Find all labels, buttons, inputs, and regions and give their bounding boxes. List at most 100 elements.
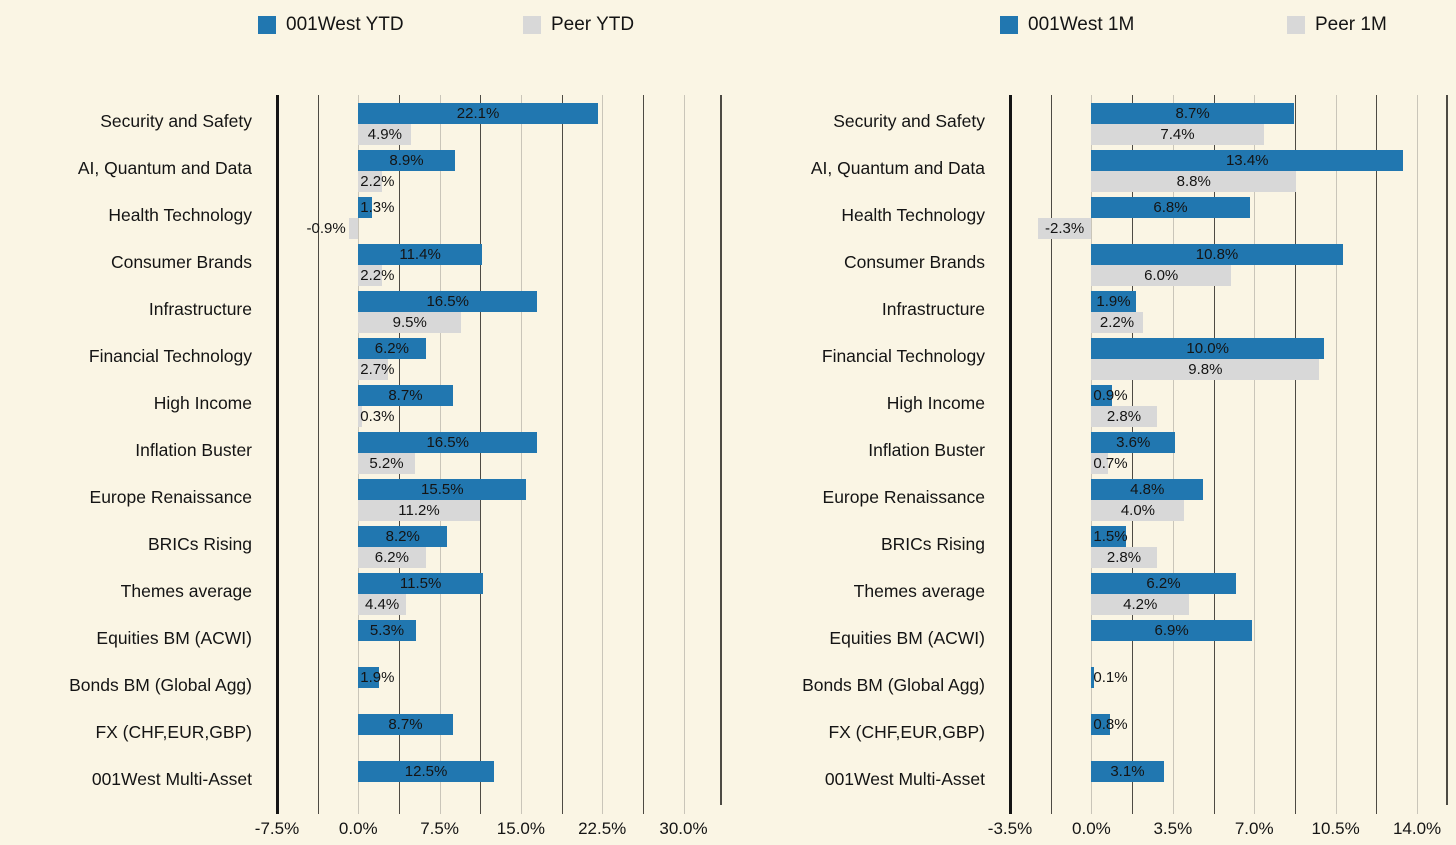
bar-value-label: 8.8% (1176, 173, 1211, 190)
axis-tick (561, 805, 563, 814)
bar-value-label: 10.0% (1186, 340, 1229, 357)
bar-value-label: 8.9% (389, 152, 424, 169)
bar-001west (1091, 714, 1110, 735)
bar-peer (1091, 171, 1297, 192)
bar-001west (1091, 338, 1324, 359)
bar-peer (358, 359, 388, 380)
category-label-inflation-buster: Inflation Buster (135, 440, 252, 460)
x-tick-label: -3.5% (987, 819, 1033, 838)
bar-001west (1091, 526, 1127, 547)
bar-value-label: 3.1% (1110, 763, 1145, 780)
bar-peer (358, 171, 383, 192)
bar-value-label: 2.8% (1106, 549, 1142, 566)
bar-value-label: 4.9% (367, 126, 402, 143)
bar-peer (1037, 218, 1092, 239)
x-tick-label: 14.0% (1392, 819, 1442, 838)
bar-value-label: 16.5% (426, 434, 469, 451)
bar-001west (358, 714, 453, 735)
bar-value-label: 6.8% (1153, 199, 1188, 216)
bar-value-label: 0.3% (360, 408, 395, 425)
bar-001west (358, 667, 379, 688)
bar-001west (1091, 620, 1252, 641)
bar-value-label: 6.9% (1154, 622, 1189, 639)
bar-value-label: 4.4% (365, 596, 400, 613)
bar-value-label: 8.7% (1175, 105, 1210, 122)
legend-label-peer-ytd: Peer YTD (551, 14, 635, 35)
category-label-consumer-brands: Consumer Brands (110, 252, 252, 272)
y-axis-line (276, 95, 279, 814)
bar-value-label: 1.5% (1093, 528, 1128, 545)
bar-001west (358, 291, 538, 312)
gridline-major (1254, 95, 1256, 805)
bar-peer (1091, 453, 1108, 474)
bar-value-label: 0.1% (1093, 669, 1128, 686)
gridline-minor (1213, 95, 1215, 805)
bar-peer (1091, 124, 1264, 145)
bar-value-label: 8.7% (388, 716, 423, 733)
bar-value-label: 5.2% (369, 455, 404, 472)
bar-001west (358, 244, 482, 265)
bar-001west (1091, 150, 1404, 171)
bar-001west (1091, 244, 1343, 265)
bar-value-label: -0.9% (306, 220, 346, 237)
x-tick-label: 22.5% (578, 819, 627, 838)
bar-value-label: 2.2% (360, 267, 395, 284)
bar-001west (358, 620, 416, 641)
bar-peer (1091, 265, 1231, 286)
axis-tick (1050, 805, 1052, 814)
bar-value-label: 12.5% (404, 763, 448, 780)
bar-value-label: 0.7% (1093, 455, 1128, 472)
x-tick-label: 0.0% (338, 819, 378, 838)
bar-peer (358, 500, 480, 521)
category-label-security-and-safety: Security and Safety (100, 111, 252, 131)
x-tick-label: -7.5% (254, 819, 300, 838)
bar-value-label: 11.2% (398, 502, 440, 519)
axis-tick (317, 805, 319, 814)
axis-tick (1132, 805, 1134, 814)
legend-item-001west-1m: 001West 1M (1000, 14, 1134, 35)
axis-tick (1172, 805, 1174, 814)
axis-tick (1376, 805, 1378, 814)
axis-tick (1294, 805, 1296, 814)
axis-tick (602, 805, 604, 814)
bar-001west (358, 197, 373, 218)
gridline-minor (561, 95, 563, 805)
bar-value-label: 0.8% (1093, 716, 1128, 733)
bar-value-label: 3.6% (1116, 434, 1151, 451)
bar-001west (358, 103, 598, 124)
bar-peer (358, 312, 462, 333)
axis-tick (358, 805, 360, 814)
bar-001west (1091, 667, 1094, 688)
axis-tick (1254, 805, 1256, 814)
bar-peer (1091, 547, 1157, 568)
bar-value-label: -2.3% (1045, 220, 1085, 237)
bar-001west (358, 150, 455, 171)
gridline-major (1335, 95, 1337, 805)
category-label-high-income: High Income (153, 393, 252, 413)
bar-value-label: 4.2% (1123, 596, 1158, 613)
legend-swatch-peer-1m (1287, 16, 1305, 34)
category-label-europe-renaissance: Europe Renaissance (822, 487, 985, 507)
bar-001west (358, 526, 448, 547)
axis-tick (439, 805, 441, 814)
bar-001west (1091, 761, 1164, 782)
bar-value-label: 9.8% (1188, 361, 1223, 378)
bar-value-label: 2.7% (360, 361, 395, 378)
gridline-minor (642, 95, 644, 805)
bar-001west (358, 761, 494, 782)
gridline-major (1417, 95, 1419, 805)
axis-tick (1417, 805, 1419, 814)
y-axis-line (1009, 95, 1012, 814)
bar-peer (358, 594, 406, 615)
bar-peer (358, 453, 415, 474)
x-tick-label: 15.0% (496, 819, 545, 838)
x-tick-label: 3.5% (1153, 819, 1193, 838)
gridline-minor (1376, 95, 1378, 805)
category-label-brics-rising: BRICs Rising (880, 534, 985, 554)
bar-value-label: 16.5% (426, 293, 469, 310)
bar-peer (358, 265, 383, 286)
bar-value-label: 7.4% (1160, 126, 1195, 143)
axis-tick (480, 805, 482, 814)
legend-label-peer-1m: Peer 1M (1315, 14, 1387, 35)
